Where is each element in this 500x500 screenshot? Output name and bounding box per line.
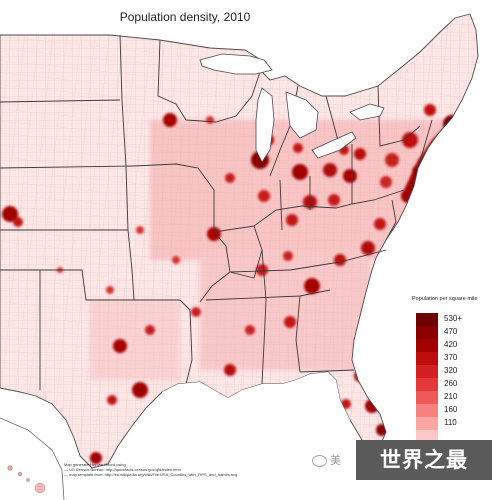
legend-swatch	[416, 313, 438, 326]
legend-swatch	[416, 352, 438, 365]
map-title: Population density, 2010	[119, 10, 251, 24]
legend-swatch	[416, 326, 438, 339]
great-lakes	[199, 53, 385, 163]
legend-title: Population per square mile	[412, 296, 478, 302]
legend-swatch	[416, 430, 438, 443]
legend-label: 470	[444, 327, 458, 336]
wechat-text: 美	[330, 454, 341, 467]
map-credits: Map generated by Ian Offord using — US C…	[64, 462, 237, 477]
legend-bin: 260	[412, 378, 498, 391]
legend-label: 530+	[444, 314, 463, 323]
credits-line-1: Map generated by Ian Offord using	[64, 462, 126, 467]
legend-bin: 160	[412, 404, 498, 417]
wechat-icon	[312, 455, 327, 467]
gulf-of-mexico	[160, 372, 350, 452]
legend-swatch	[416, 391, 438, 404]
legend-label: 320	[444, 366, 458, 375]
credits-line-3: — map template from: http://en.wikipedia…	[64, 472, 238, 477]
legend-bin: 320	[412, 365, 498, 378]
legend-swatch	[416, 417, 438, 430]
legend-swatch	[416, 365, 438, 378]
legend-label: 260	[444, 379, 458, 388]
legend-bin: 530+	[412, 313, 498, 326]
legend-bin: 470	[412, 326, 498, 339]
legend-label: 210	[444, 392, 458, 401]
legend-rows: 530+ 470 420 370 320 260 210 160 110	[412, 313, 498, 443]
legend-label: 110	[444, 418, 457, 427]
legend-bin: 420	[412, 339, 498, 352]
credits-line-2: — US Census Bureau: http://quickfacts.ce…	[64, 467, 181, 472]
wechat-mark: 美	[312, 452, 341, 468]
watermark-banner: 世界之最	[356, 440, 492, 480]
legend-bin	[412, 430, 498, 443]
legend-bin: 110	[412, 417, 498, 430]
legend-bin: 370	[412, 352, 498, 365]
legend-label: 370	[444, 353, 458, 362]
legend-bin: 210	[412, 391, 498, 404]
legend-label: 160	[444, 405, 458, 414]
legend-swatch	[416, 404, 438, 417]
legend-label: 420	[444, 340, 458, 349]
legend-swatch	[416, 378, 438, 391]
hawaii-inset	[0, 417, 65, 500]
legend: Population per square mile 530+ 470 420 370…	[412, 296, 498, 443]
legend-swatch	[416, 339, 438, 352]
